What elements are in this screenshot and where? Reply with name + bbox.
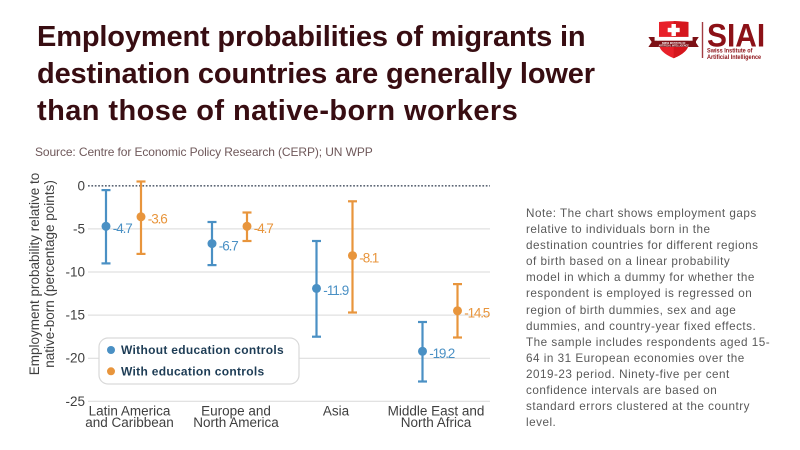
svg-text:Swiss Institute of: Swiss Institute of [707, 48, 753, 54]
svg-text:-5: -5 [73, 221, 85, 236]
svg-text:native-born (percentage points: native-born (percentage points) [42, 180, 57, 368]
svg-text:-25: -25 [65, 394, 85, 409]
svg-text:-3.6: -3.6 [148, 212, 168, 227]
svg-text:-6.7: -6.7 [219, 238, 239, 253]
svg-text:Artificial Intelligence: Artificial Intelligence [707, 55, 762, 61]
svg-text:-8.1: -8.1 [359, 250, 379, 265]
svg-text:North Africa: North Africa [401, 415, 472, 430]
svg-text:-10: -10 [65, 265, 85, 280]
svg-text:-19.2: -19.2 [429, 346, 455, 361]
svg-text:-15: -15 [65, 308, 85, 323]
svg-text:Employment probability relativ: Employment probability relative to [27, 173, 42, 376]
svg-text:SWISS INSTITUTE OF: SWISS INSTITUTE OF [662, 43, 686, 45]
svg-text:0: 0 [77, 178, 85, 193]
svg-text:Latin America: Latin America [89, 404, 171, 419]
svg-text:SIAI: SIAI [707, 17, 765, 53]
svg-text:Asia: Asia [323, 404, 350, 419]
svg-text:Middle East and: Middle East and [388, 404, 485, 419]
svg-text:-11.9: -11.9 [323, 283, 349, 298]
svg-text:-14.5: -14.5 [464, 306, 490, 321]
svg-text:-20: -20 [65, 351, 85, 366]
svg-text:ARTIFICIAL INTELLIGENCE: ARTIFICIAL INTELLIGENCE [659, 44, 690, 47]
svg-text:North America: North America [193, 415, 279, 430]
svg-text:Europe and: Europe and [201, 404, 271, 419]
svg-text:and Caribbean: and Caribbean [85, 415, 174, 430]
svg-text:-4.7: -4.7 [113, 221, 133, 236]
svg-text:-4.7: -4.7 [254, 221, 274, 236]
svg-text:Without education controls: Without education controls [121, 343, 284, 357]
svg-text:With education controls: With education controls [121, 365, 264, 379]
